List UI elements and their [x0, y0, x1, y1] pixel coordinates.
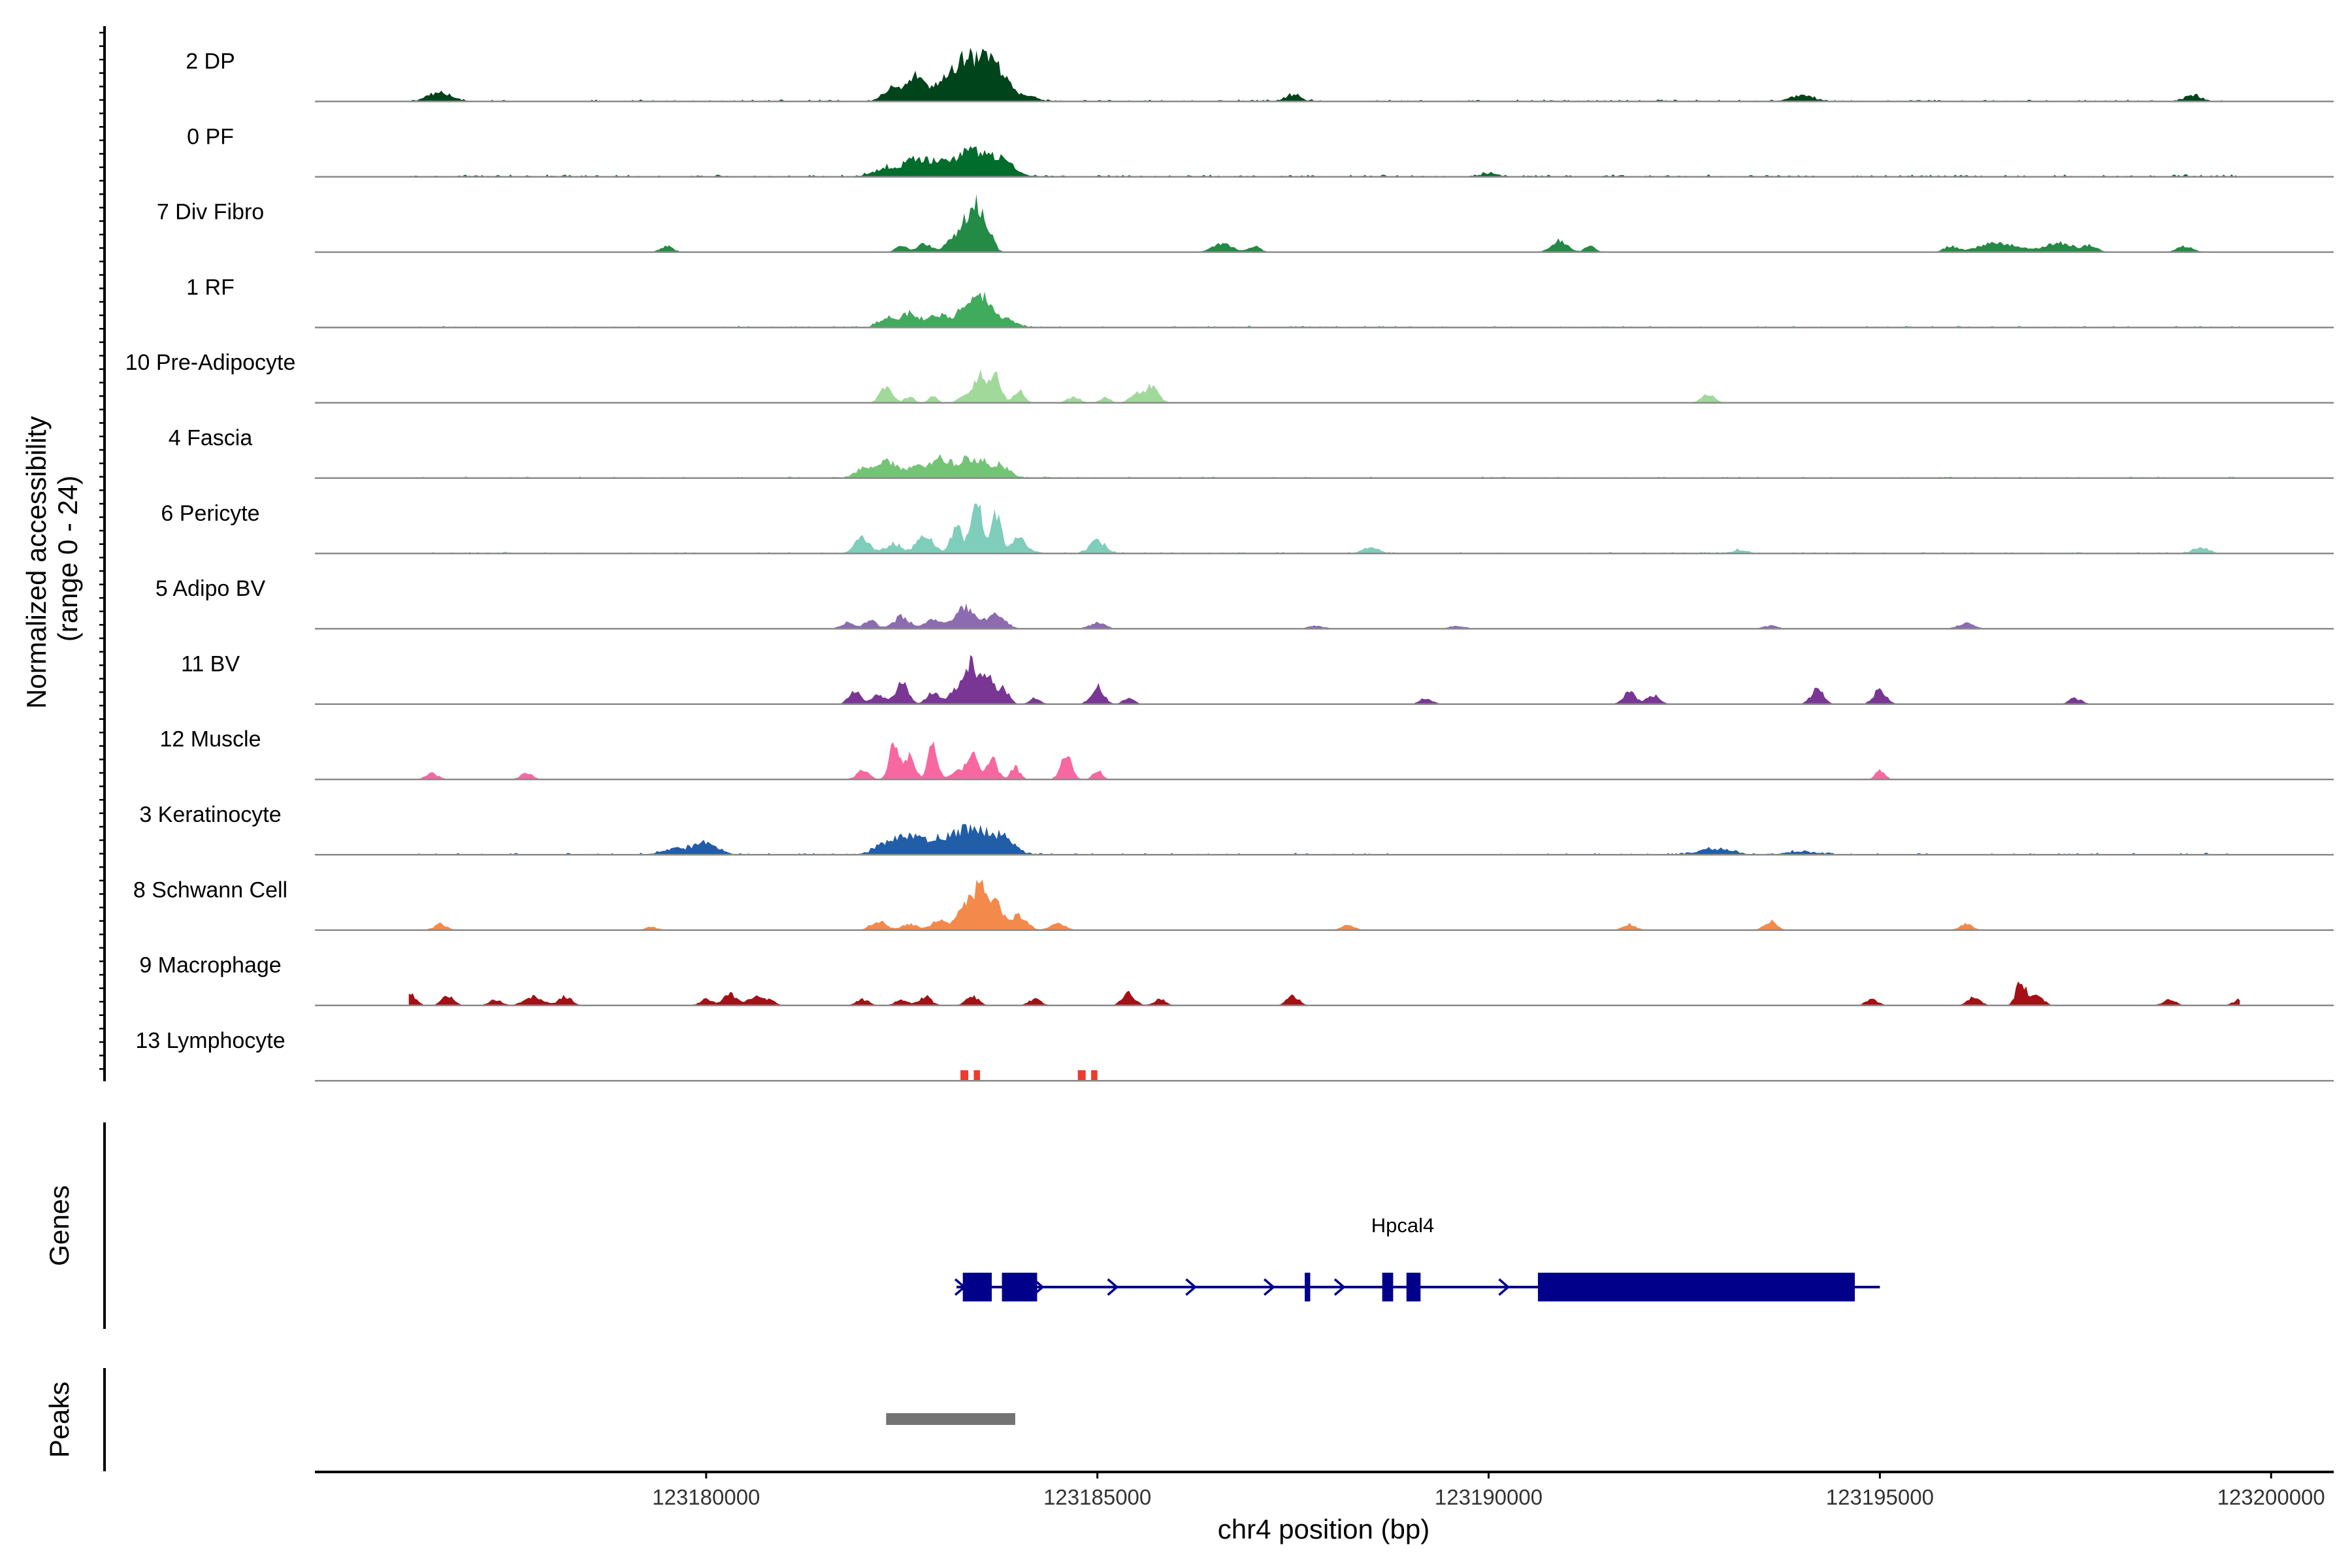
- track-13-lymphocyte: 13 Lymphocyte: [135, 1028, 2334, 1082]
- track-label: 10 Pre-Adipocyte: [125, 350, 296, 375]
- track-11-bv: 11 BV: [181, 651, 2334, 705]
- x-tick-label: 123180000: [652, 1485, 760, 1509]
- peaks-panel-label: Peaks: [44, 1382, 74, 1458]
- coverage-area: [408, 741, 2240, 779]
- coverage-block: [1091, 1070, 1098, 1081]
- coverage-area: [408, 146, 2240, 177]
- gene-exon: [962, 1273, 992, 1301]
- y-axis-ticks: [99, 31, 105, 1070]
- gene-exon: [1305, 1273, 1311, 1301]
- track-label: 11 BV: [181, 651, 240, 676]
- x-tick-label: 123190000: [1435, 1485, 1543, 1509]
- x-tick-label: 123195000: [1826, 1485, 1934, 1509]
- gene-exon: [1406, 1273, 1421, 1301]
- track-1-rf: 1 RF: [186, 275, 2334, 329]
- track-label: 4 Fascia: [169, 426, 253, 451]
- track-8-schwann-cell: 8 Schwann Cell: [133, 877, 2334, 931]
- coverage-area: [408, 981, 2240, 1005]
- track-12-muscle: 12 Muscle: [160, 727, 2334, 781]
- y-axis-title: Normalized accessibility (range 0 - 24): [21, 408, 83, 709]
- track-label: 9 Macrophage: [139, 953, 281, 978]
- track-label: 1 RF: [186, 275, 235, 300]
- coverage-area: [408, 291, 2240, 328]
- coverage-area: [408, 503, 2240, 554]
- gene-models: Hpcal4: [954, 1214, 1880, 1301]
- coverage-area: [408, 47, 2240, 102]
- coverage-area: [408, 194, 2240, 252]
- track-2-dp: 2 DP: [186, 47, 2334, 103]
- gene-strand-arrow: [1185, 1278, 1198, 1296]
- track-5-adipo-bv: 5 Adipo BV: [155, 576, 2334, 630]
- peaks-panel: Peaks: [44, 1368, 1015, 1471]
- track-10-pre-adipocyte: 10 Pre-Adipocyte: [125, 350, 2334, 404]
- coverage-block: [1077, 1070, 1086, 1081]
- gene-strand-arrow: [1498, 1278, 1511, 1296]
- gene-exon: [1382, 1273, 1394, 1301]
- coverage-area: [408, 603, 2240, 629]
- genes-panel-label: Genes: [44, 1185, 74, 1266]
- x-axis-ticks: 123180000 123185000 123190000 123195000 1232…: [652, 1472, 2325, 1509]
- track-7-div-fibro: 7 Div Fibro: [157, 194, 2334, 253]
- track-9-macrophage: 9 Macrophage: [139, 953, 2334, 1007]
- track-label: 5 Adipo BV: [155, 576, 266, 601]
- x-axis-title: chr4 position (bp): [1218, 1514, 1430, 1544]
- y-axis-title-line-2: (range 0 - 24): [52, 476, 83, 642]
- coverage-area: [408, 454, 2240, 478]
- x-tick-label: 123200000: [2217, 1485, 2325, 1509]
- track-label: 7 Div Fibro: [157, 200, 264, 225]
- y-axis-title-line-1: Normalized accessibility: [21, 416, 52, 709]
- x-tick-label: 123185000: [1043, 1485, 1151, 1509]
- peak-region-bar: [886, 1413, 1015, 1425]
- coverage-block: [960, 1070, 969, 1081]
- peak-regions: [886, 1413, 1015, 1425]
- coverage-area: [408, 879, 2240, 930]
- gene-strand-arrow: [1107, 1278, 1119, 1296]
- coverage-area: [408, 655, 2240, 704]
- gene-strand-arrow: [1264, 1278, 1275, 1296]
- gene-exon: [1537, 1273, 1855, 1301]
- coverage-tracks: 2 DP 0 PF 7 Div Fibro 1 RF 10 Pre-Adipocyte 4…: [125, 47, 2334, 1082]
- track-0-pf: 0 PF: [187, 124, 2334, 178]
- track-label: 8 Schwann Cell: [133, 877, 287, 902]
- coverage-area: [408, 369, 2240, 403]
- coverage-area: [408, 823, 2240, 855]
- track-3-keratinocyte: 3 Keratinocyte: [139, 802, 2334, 856]
- track-label: 12 Muscle: [160, 727, 261, 752]
- track-label: 6 Pericyte: [161, 501, 259, 526]
- gene-name-label: Hpcal4: [1371, 1214, 1435, 1237]
- gene-exon: [1002, 1273, 1037, 1301]
- track-label: 2 DP: [186, 49, 235, 74]
- track-label: 0 PF: [187, 124, 234, 149]
- gene-strand-arrow: [1333, 1278, 1346, 1296]
- track-6-pericyte: 6 Pericyte: [161, 501, 2334, 555]
- track-label: 13 Lymphocyte: [135, 1028, 285, 1053]
- track-label: 3 Keratinocyte: [139, 802, 281, 827]
- y-axis-group: Normalized accessibility (range 0 - 24): [21, 26, 106, 1081]
- genes-panel: Genes Hpcal4: [44, 1122, 1880, 1329]
- coverage-block: [973, 1070, 981, 1081]
- x-axis-group: 123180000 123185000 123190000 123195000 1232…: [315, 1471, 2334, 1544]
- track-4-fascia: 4 Fascia: [169, 426, 2334, 480]
